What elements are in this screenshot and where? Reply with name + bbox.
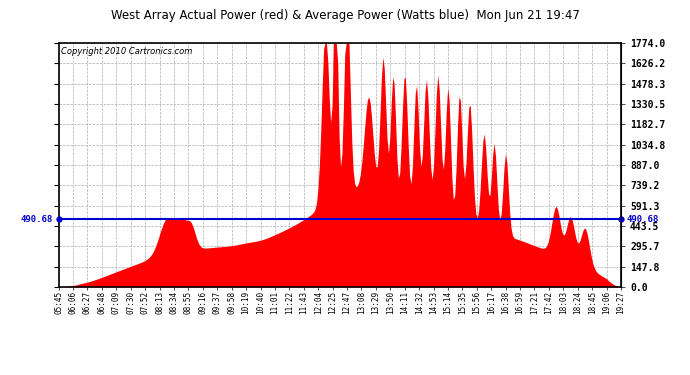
Text: 490.68: 490.68 — [627, 215, 659, 224]
Text: West Array Actual Power (red) & Average Power (Watts blue)  Mon Jun 21 19:47: West Array Actual Power (red) & Average … — [110, 9, 580, 22]
Text: 490.68: 490.68 — [21, 215, 53, 224]
Text: Copyright 2010 Cartronics.com: Copyright 2010 Cartronics.com — [61, 47, 193, 56]
